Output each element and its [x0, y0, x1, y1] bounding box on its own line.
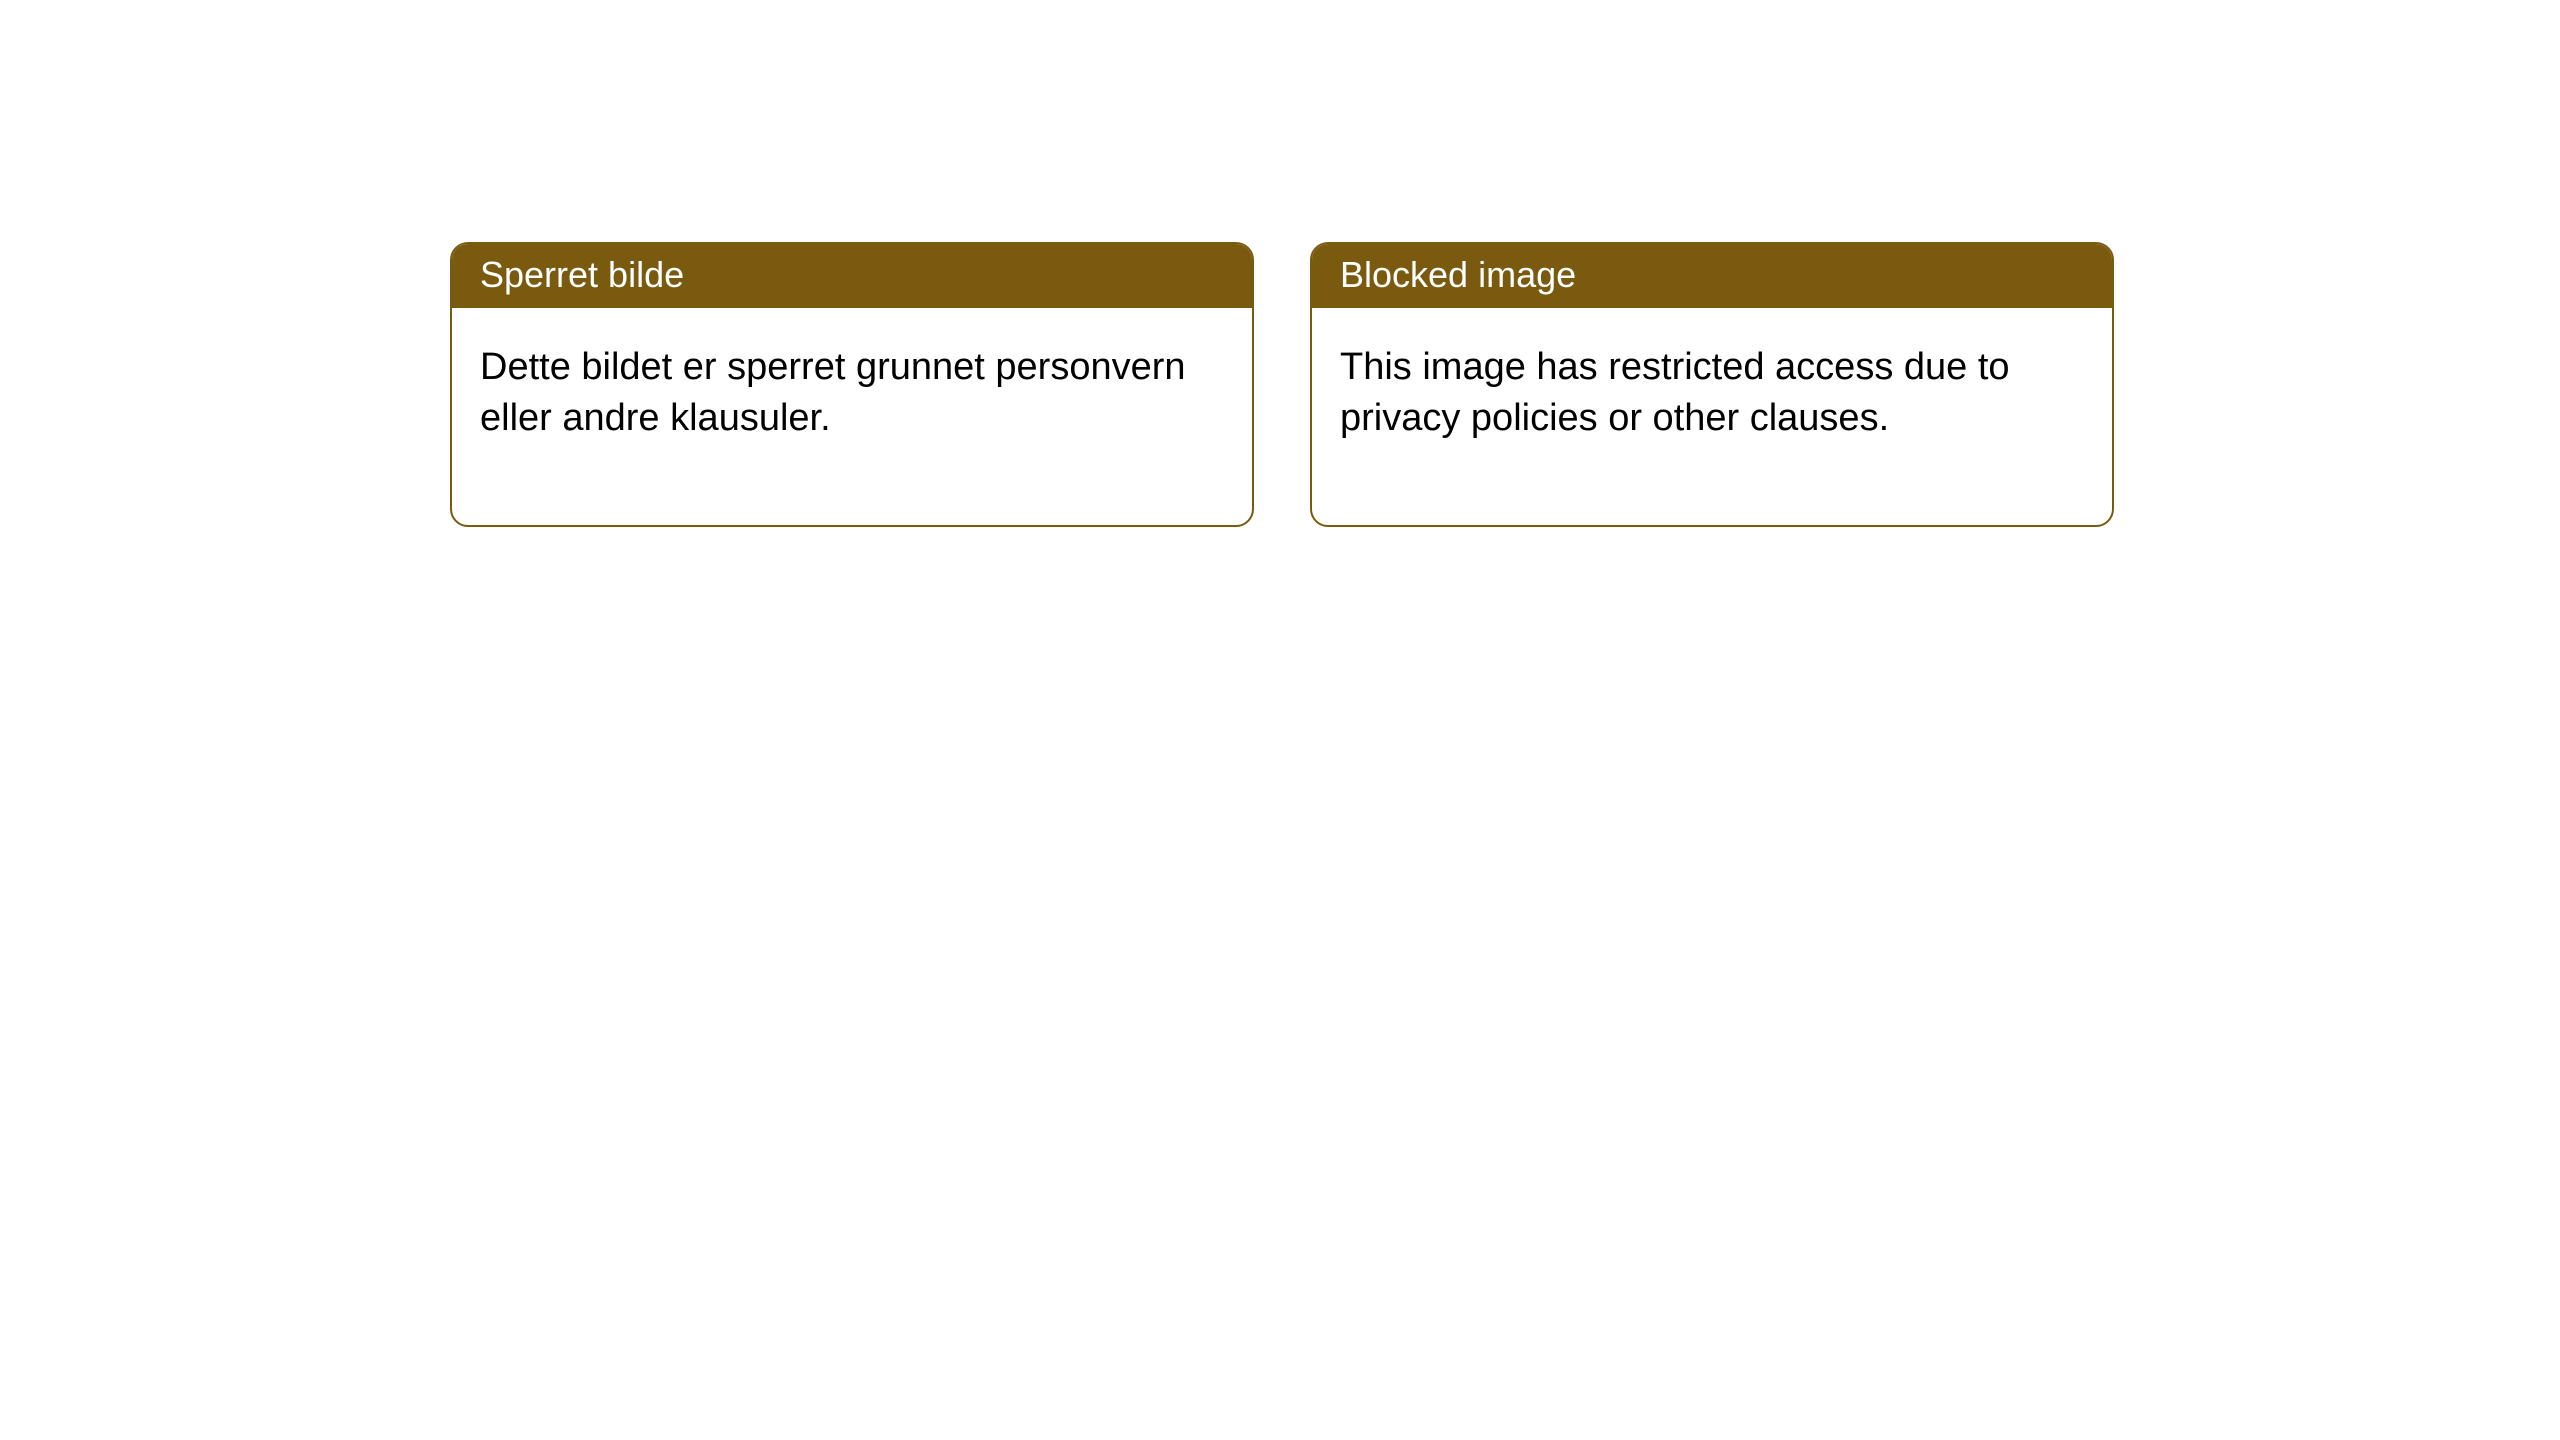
- notice-body-english: This image has restricted access due to …: [1312, 308, 2112, 525]
- notice-card-english: Blocked image This image has restricted …: [1310, 242, 2114, 527]
- notice-container: Sperret bilde Dette bildet er sperret gr…: [0, 0, 2560, 527]
- notice-body-norwegian: Dette bildet er sperret grunnet personve…: [452, 308, 1252, 525]
- notice-title-norwegian: Sperret bilde: [452, 244, 1252, 308]
- notice-title-english: Blocked image: [1312, 244, 2112, 308]
- notice-card-norwegian: Sperret bilde Dette bildet er sperret gr…: [450, 242, 1254, 527]
